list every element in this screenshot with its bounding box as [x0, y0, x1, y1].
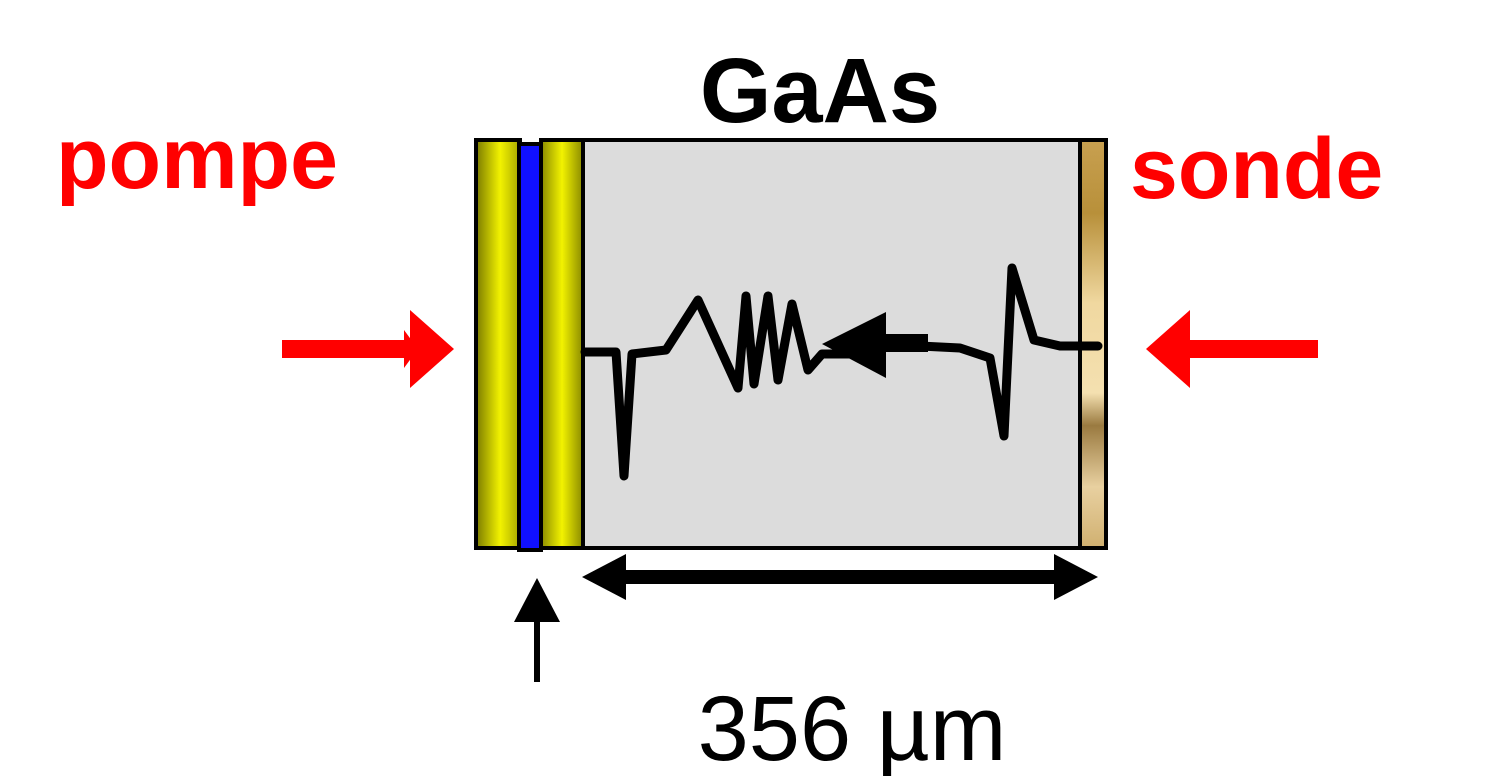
double-arrow-icon	[582, 554, 1098, 600]
gold-layer-inner	[539, 138, 585, 550]
gold-layer-outer	[474, 138, 522, 550]
strain-pulse-waveform	[580, 263, 1103, 481]
thickness-label: 356 µm	[698, 678, 1007, 776]
up-arrow-icon	[514, 578, 560, 682]
right-arrow-icon	[282, 310, 454, 388]
left-arrow-icon	[1146, 310, 1318, 388]
blue-layer	[517, 142, 543, 552]
left-arrow-icon	[822, 312, 928, 378]
probe-label: sonde	[1130, 121, 1383, 217]
pump-label: pompe	[56, 111, 338, 207]
material-label: GaAs	[700, 40, 940, 142]
